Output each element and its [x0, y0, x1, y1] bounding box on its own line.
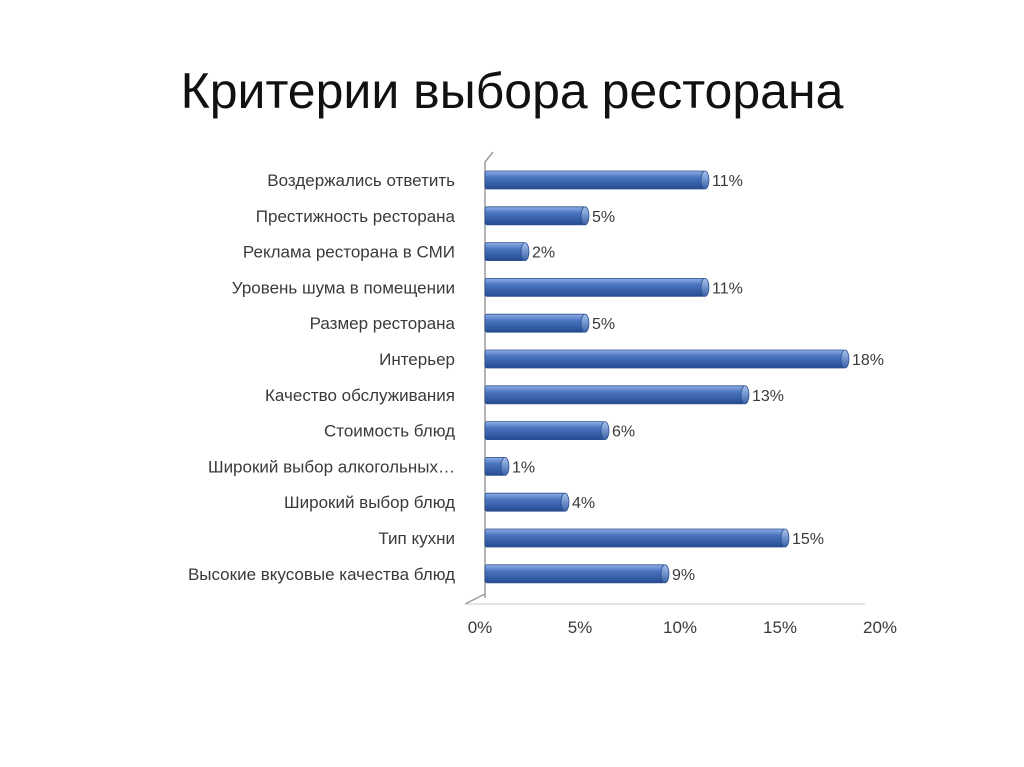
bar-body [484, 349, 846, 369]
bar-group [484, 170, 850, 584]
category-label: Высокие вкусовые качества блюд [188, 565, 455, 584]
bar [484, 528, 790, 548]
data-label: 1% [512, 459, 535, 476]
bar [484, 385, 750, 405]
category-labels: Воздержались ответить Престижность рестор… [188, 171, 456, 584]
category-label: Тип кухни [378, 529, 455, 548]
bar-body [484, 385, 746, 405]
data-label: 11% [712, 280, 743, 297]
category-label: Размер ресторана [310, 314, 456, 333]
bar-cap [740, 385, 750, 405]
category-label: Стоимость блюд [324, 422, 455, 441]
x-axis-ticks: 0% 5% 10% 15% 20% [468, 618, 897, 637]
x-tick-label: 10% [663, 618, 697, 637]
category-label: Воздержались ответить [267, 171, 455, 190]
bar-body [484, 206, 586, 226]
bar-cap [840, 349, 850, 369]
data-label: 5% [592, 209, 615, 226]
bar [484, 564, 670, 584]
bar-body [484, 277, 706, 297]
bar-body [484, 528, 786, 548]
bar [484, 456, 510, 476]
category-label: Престижность ресторана [256, 207, 456, 226]
bar [484, 349, 850, 369]
chart-axes [464, 151, 865, 605]
bar [484, 170, 710, 190]
bar-body [484, 421, 606, 441]
bar [484, 277, 710, 297]
x-tick-label: 20% [863, 618, 897, 637]
data-label: 13% [752, 388, 784, 405]
bar [484, 313, 590, 333]
data-label: 4% [572, 495, 595, 512]
data-label: 2% [532, 245, 555, 262]
bar-cap [580, 206, 590, 226]
bar-cap [700, 277, 710, 297]
bar [484, 206, 590, 226]
bar [484, 492, 570, 512]
category-label: Качество обслуживания [265, 386, 455, 405]
bar-cap [520, 242, 530, 262]
data-labels: 11% 5% 2% 11% 5% 18% 13% 6% 1% 4% 15% 9% [512, 173, 884, 584]
bar-body [484, 170, 706, 190]
x-tick-label: 0% [468, 618, 493, 637]
category-label: Широкий выбор блюд [284, 493, 455, 512]
category-label: Уровень шума в помещении [232, 278, 455, 297]
bar-cap [580, 313, 590, 333]
data-label: 18% [852, 352, 884, 369]
data-label: 6% [612, 424, 635, 441]
x-tick-label: 15% [763, 618, 797, 637]
bar-cap [660, 564, 670, 584]
data-label: 15% [792, 531, 824, 548]
category-label: Интерьер [379, 350, 455, 369]
slide-title: Критерии выбора ресторана [180, 63, 844, 119]
axis-corner-line [464, 593, 486, 605]
bar-cap [700, 170, 710, 190]
x-tick-label: 5% [568, 618, 593, 637]
bar-cap [600, 421, 610, 441]
bar-cap [500, 456, 510, 476]
bar-cap [560, 492, 570, 512]
y-axis-line [484, 151, 494, 598]
category-label: Широкий выбор алкогольных… [208, 457, 455, 476]
bar [484, 421, 610, 441]
bar-cap [780, 528, 790, 548]
data-label: 5% [592, 316, 615, 333]
data-label: 9% [672, 567, 695, 584]
data-label: 11% [712, 173, 743, 190]
bar-body [484, 492, 566, 512]
bar-body [484, 313, 586, 333]
bar-body [484, 564, 666, 584]
category-label: Реклама ресторана в СМИ [243, 243, 455, 262]
bar-body [484, 242, 526, 262]
bar [484, 242, 530, 262]
